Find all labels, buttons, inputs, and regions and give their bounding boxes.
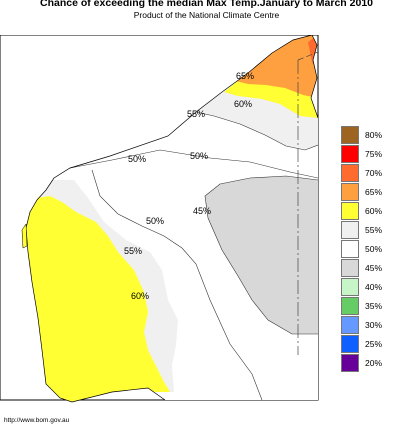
legend-item: 75% <box>339 145 399 164</box>
legend-swatch <box>341 259 359 277</box>
legend-item: 80% <box>339 126 399 145</box>
legend-item: 45% <box>339 259 399 278</box>
contour-50-central <box>91 169 263 401</box>
legend-item: 60% <box>339 202 399 221</box>
source-credit: http://www.bom.gov.au <box>4 417 70 424</box>
legend-label: 80% <box>365 130 383 140</box>
band-65-northeast <box>232 35 318 98</box>
legend-swatch <box>341 126 359 144</box>
legend-swatch <box>341 202 359 220</box>
legend-item: 50% <box>339 240 399 259</box>
legend-swatch <box>341 278 359 296</box>
legend-item: 55% <box>339 221 399 240</box>
legend-swatch <box>341 164 359 182</box>
legend-item: 20% <box>339 354 399 373</box>
legend-swatch <box>341 297 359 315</box>
legend-label: 35% <box>365 301 383 311</box>
legend-label: 50% <box>365 244 383 254</box>
map-label-60-north: 60% <box>234 99 252 109</box>
legend-item: 70% <box>339 164 399 183</box>
legend-item: 35% <box>339 297 399 316</box>
legend-label: 25% <box>365 339 383 349</box>
legend-item: 30% <box>339 316 399 335</box>
map-label-55-south: 55% <box>124 246 142 256</box>
legend-label: 75% <box>365 149 383 159</box>
map-label-65: 65% <box>236 71 254 81</box>
legend-label: 45% <box>365 263 383 273</box>
contour-45 <box>204 175 318 335</box>
band-45-east <box>205 176 318 334</box>
legend-item: 65% <box>339 183 399 202</box>
contour-50-north <box>69 149 318 179</box>
legend-label: 30% <box>365 320 383 330</box>
contour-55-ne <box>195 111 318 151</box>
legend-label: 65% <box>365 187 383 197</box>
map-label-50-central: 50% <box>146 216 164 226</box>
band-60-southwest <box>26 196 170 402</box>
legend-item: 25% <box>339 335 399 354</box>
legend: 80% 75% 70% 65% 60% 55% 50% 45% 40% 35% … <box>339 126 399 373</box>
map-frame: 65% 60% 55% 50% 50% 50% 45% 55% 60% <box>0 35 319 403</box>
legend-swatch <box>341 354 359 372</box>
legend-swatch <box>341 221 359 239</box>
map-title: Chance of exceeding the median Max Temp.… <box>40 0 373 9</box>
legend-swatch <box>341 316 359 334</box>
map-label-50-north: 50% <box>190 151 208 161</box>
legend-label: 55% <box>365 225 383 235</box>
map-label-50-west: 50% <box>128 154 146 164</box>
legend-swatch <box>341 145 359 163</box>
legend-item: 40% <box>339 278 399 297</box>
map-label-55-north: 55% <box>187 109 205 119</box>
map-subtitle: Product of the National Climate Centre <box>133 10 280 20</box>
legend-label: 40% <box>365 282 383 292</box>
legend-swatch <box>341 183 359 201</box>
legend-swatch <box>341 335 359 353</box>
coastline <box>25 35 319 403</box>
legend-swatch <box>341 240 359 258</box>
map-label-60-south: 60% <box>131 291 149 301</box>
map-label-45: 45% <box>193 206 211 216</box>
state-border-north <box>297 51 319 61</box>
legend-label: 60% <box>365 206 383 216</box>
legend-label: 20% <box>365 358 383 368</box>
legend-label: 70% <box>365 168 383 178</box>
island-dirk-hartog <box>21 223 28 249</box>
